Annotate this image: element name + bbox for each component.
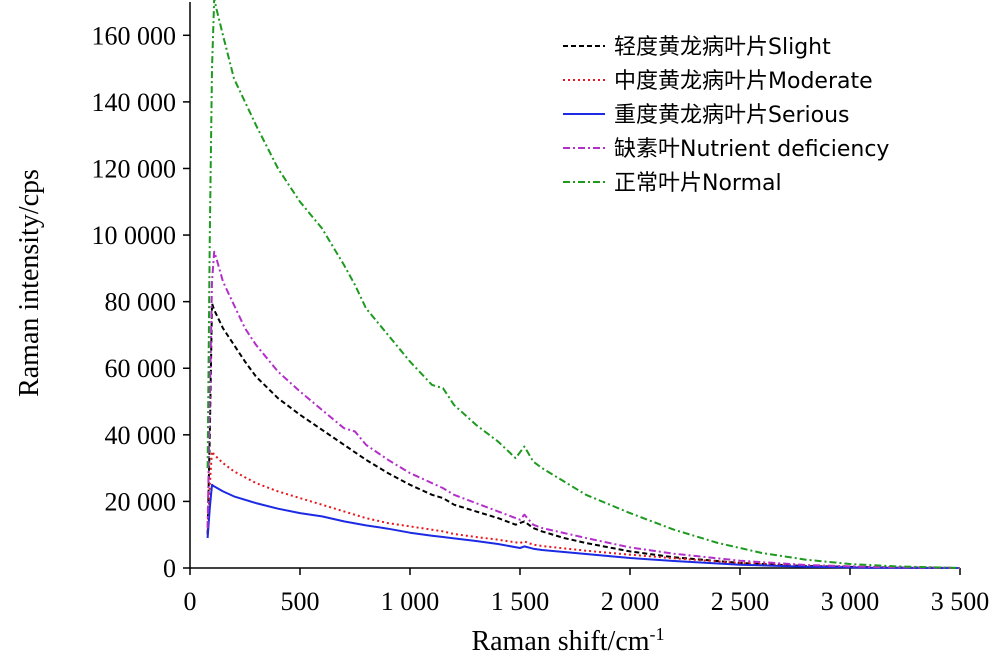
y-tick-label: 160 000 — [92, 21, 177, 50]
x-tick-label: 2 500 — [711, 587, 770, 616]
y-tick-label: 10 0000 — [92, 221, 177, 250]
y-tick-label: 60 000 — [105, 354, 177, 383]
x-tick-label: 3 000 — [821, 587, 880, 616]
x-tick-label: 2 000 — [601, 587, 660, 616]
y-tick-label: 0 — [163, 554, 176, 583]
x-axis-title: Raman shift/cm-1 — [471, 624, 664, 657]
legend-label-5: 正常叶片Normal — [614, 171, 782, 196]
series-line-4 — [206, 250, 961, 569]
series-line-3 — [206, 483, 961, 569]
series-line-1 — [206, 302, 961, 569]
y-tick-label: 120 000 — [92, 154, 177, 183]
legend-label-1: 轻度黄龙病叶片Slight — [614, 35, 831, 60]
legend-label-4: 缺素叶Nutrient deficiency — [614, 137, 889, 162]
y-tick-label: 40 000 — [105, 421, 177, 450]
y-axis-title: Raman intensity/cps — [14, 169, 45, 397]
x-tick-label: 0 — [184, 587, 197, 616]
x-tick-label: 1 000 — [381, 587, 440, 616]
legend: 轻度黄龙病叶片Slight 中度黄龙病叶片Moderate 重度黄龙病叶片Serio… — [563, 35, 889, 196]
series-layer — [206, 0, 961, 569]
series-line-5 — [206, 0, 961, 569]
x-tick-label: 1 500 — [491, 587, 550, 616]
y-tick-label: 80 000 — [105, 288, 177, 317]
x-tick-label: 3 500 — [931, 587, 990, 616]
series-line-2 — [206, 450, 961, 569]
axes: 0 500 1 000 1 500 2 000 2 500 3 000 3 500 0 20 00… — [92, 2, 990, 616]
x-axis-title-superscript: -1 — [650, 624, 665, 644]
y-tick-label: 20 000 — [105, 487, 177, 516]
legend-label-2: 中度黄龙病叶片Moderate — [614, 69, 873, 94]
y-tick-label: 140 000 — [92, 88, 177, 117]
legend-label-3: 重度黄龙病叶片Serious — [614, 103, 850, 128]
x-tick-label: 500 — [281, 587, 320, 616]
